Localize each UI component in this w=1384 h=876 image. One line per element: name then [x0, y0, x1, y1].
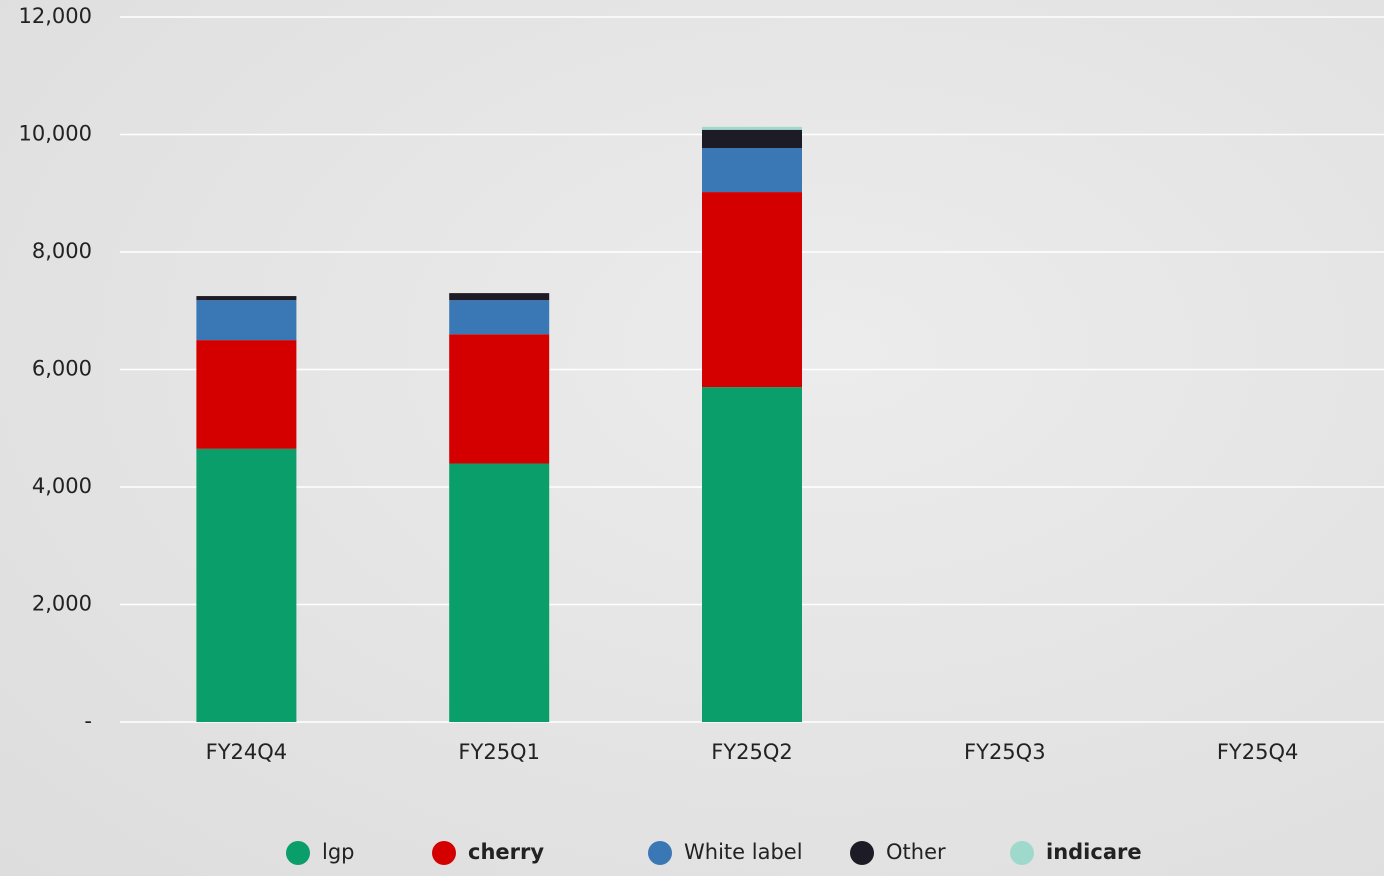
- legend-marker: [1010, 841, 1034, 865]
- legend-label: lgp: [322, 840, 355, 864]
- legend-label: cherry: [468, 840, 544, 864]
- y-tick-label: -: [84, 709, 92, 733]
- x-tick-label: FY25Q4: [1217, 740, 1299, 764]
- y-tick-label: 2,000: [32, 592, 92, 616]
- legend-label: Other: [886, 840, 946, 864]
- bar-segment: [449, 300, 549, 334]
- page: - 2,000 4,000 6,000 8,000 10,000 12,000 FY24Q4 F…: [0, 0, 1384, 876]
- bar-segment: [196, 449, 296, 722]
- legend-marker: [286, 841, 310, 865]
- legend-marker: [432, 841, 456, 865]
- legend-label: indicare: [1046, 840, 1142, 864]
- y-tick-label: 6,000: [32, 357, 92, 381]
- x-tick-label: FY25Q2: [711, 740, 793, 764]
- bar-segment: [449, 334, 549, 463]
- bar-segment: [196, 296, 296, 300]
- chart: - 2,000 4,000 6,000 8,000 10,000 12,000 FY24Q4 F…: [0, 0, 1384, 876]
- bar-segment: [702, 387, 802, 722]
- bar-segment: [449, 293, 549, 300]
- y-tick-label: 12,000: [19, 4, 92, 28]
- bar-segment: [702, 130, 802, 148]
- legend-label: White label: [684, 840, 803, 864]
- legend-marker: [648, 841, 672, 865]
- x-tick-label: FY25Q1: [458, 740, 540, 764]
- y-tick-label: 8,000: [32, 239, 92, 263]
- bar-segment: [702, 192, 802, 387]
- x-tick-label: FY25Q3: [964, 740, 1046, 764]
- bar-segment: [702, 127, 802, 130]
- legend-marker: [850, 841, 874, 865]
- y-tick-label: 4,000: [32, 474, 92, 498]
- bar-segment: [702, 148, 802, 192]
- bar-segment: [196, 300, 296, 340]
- bar-segment: [449, 464, 549, 723]
- y-tick-label: 10,000: [19, 122, 92, 146]
- x-tick-label: FY24Q4: [206, 740, 288, 764]
- bar-segment: [196, 340, 296, 449]
